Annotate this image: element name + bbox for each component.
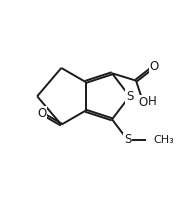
Text: S: S bbox=[124, 133, 131, 146]
Text: S: S bbox=[126, 90, 133, 103]
Text: O: O bbox=[149, 60, 159, 73]
Text: CH₃: CH₃ bbox=[153, 135, 174, 145]
Text: H: H bbox=[148, 95, 157, 108]
Text: O: O bbox=[37, 107, 46, 120]
Text: O: O bbox=[138, 96, 148, 109]
